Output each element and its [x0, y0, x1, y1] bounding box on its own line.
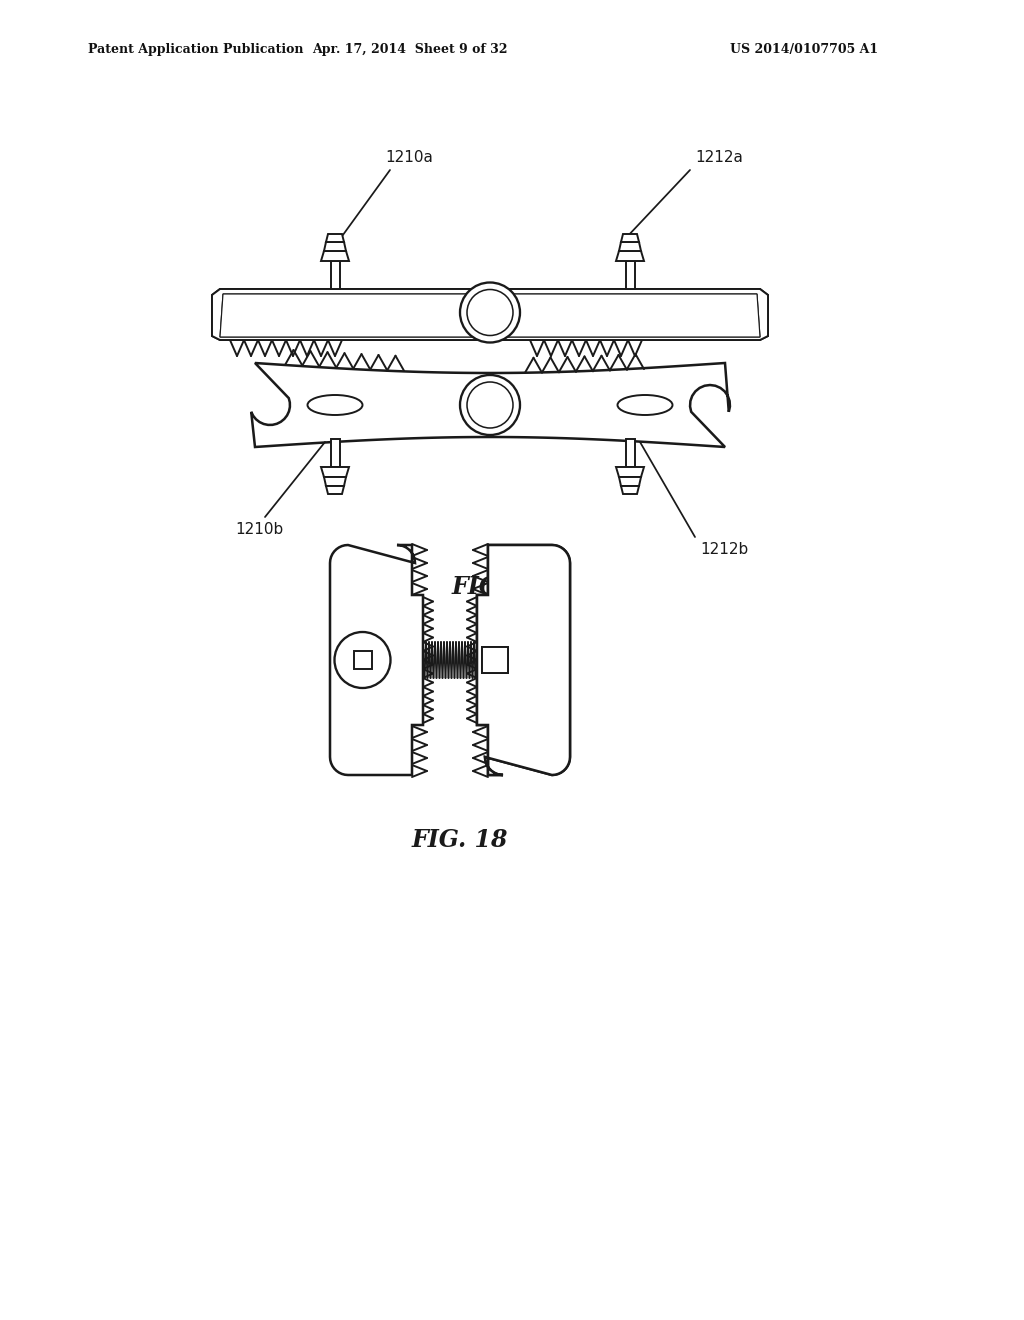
Polygon shape — [326, 486, 344, 494]
Circle shape — [467, 289, 513, 335]
Text: 1210b: 1210b — [234, 521, 284, 537]
Text: FIG. 17: FIG. 17 — [452, 576, 548, 599]
Circle shape — [335, 632, 390, 688]
Polygon shape — [324, 477, 346, 486]
Ellipse shape — [307, 395, 362, 414]
Polygon shape — [331, 440, 340, 467]
Bar — [482, 647, 508, 673]
Text: FIG. 18: FIG. 18 — [412, 828, 508, 851]
Text: Apr. 17, 2014  Sheet 9 of 32: Apr. 17, 2014 Sheet 9 of 32 — [312, 44, 508, 57]
Polygon shape — [220, 294, 760, 337]
Circle shape — [460, 375, 520, 436]
Polygon shape — [616, 251, 644, 261]
Bar — [353, 651, 372, 669]
Polygon shape — [324, 242, 346, 251]
Polygon shape — [618, 477, 641, 486]
Polygon shape — [251, 363, 730, 447]
Text: 1212b: 1212b — [700, 543, 749, 557]
Bar — [482, 647, 508, 673]
Polygon shape — [330, 545, 423, 775]
Polygon shape — [212, 289, 768, 341]
Polygon shape — [616, 467, 644, 477]
Polygon shape — [621, 486, 639, 494]
Text: 1212a: 1212a — [695, 150, 742, 165]
Text: Patent Application Publication: Patent Application Publication — [88, 44, 303, 57]
Polygon shape — [626, 261, 635, 289]
Polygon shape — [326, 234, 344, 242]
Polygon shape — [321, 467, 349, 477]
Text: US 2014/0107705 A1: US 2014/0107705 A1 — [730, 44, 879, 57]
Polygon shape — [477, 545, 570, 775]
Polygon shape — [220, 294, 760, 337]
Polygon shape — [477, 545, 570, 775]
Text: 1210a: 1210a — [385, 150, 433, 165]
Circle shape — [460, 282, 520, 342]
Polygon shape — [331, 261, 340, 289]
Polygon shape — [618, 242, 641, 251]
Polygon shape — [626, 440, 635, 467]
Polygon shape — [621, 234, 639, 242]
Polygon shape — [212, 289, 768, 341]
Ellipse shape — [617, 395, 673, 414]
Polygon shape — [321, 251, 349, 261]
Circle shape — [467, 381, 513, 428]
